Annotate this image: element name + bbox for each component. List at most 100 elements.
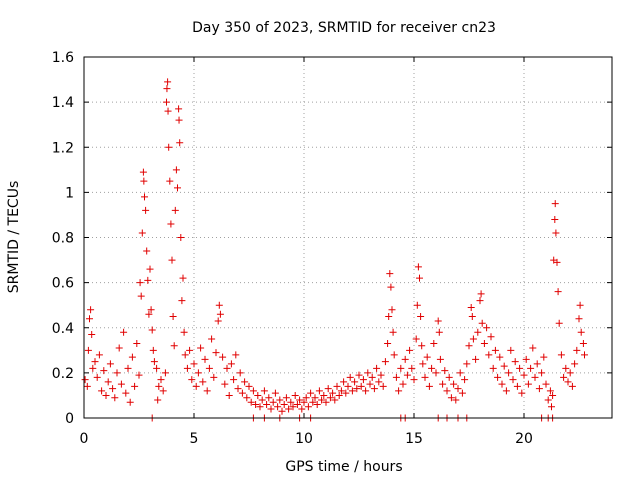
data-point-marker xyxy=(375,378,383,386)
plot-frame xyxy=(83,56,613,419)
data-point-marker xyxy=(164,78,172,86)
x-tick-label: 15 xyxy=(405,431,423,447)
data-point-marker xyxy=(179,274,187,282)
data-point-marker xyxy=(500,362,508,370)
data-point-marker xyxy=(315,387,323,395)
data-point-marker xyxy=(392,373,400,381)
grid-lines xyxy=(84,57,612,418)
data-point-marker xyxy=(357,382,365,390)
data-point-marker xyxy=(86,315,93,323)
data-point-marker xyxy=(258,396,266,404)
data-point-marker xyxy=(95,351,103,359)
y-tick-labels: 0 0.2 0.4 0.6 0.8 1 1.2 1.4 1.6 xyxy=(52,50,74,427)
data-point-marker xyxy=(136,279,144,287)
data-point-marker xyxy=(340,378,348,386)
data-point-marker xyxy=(203,387,211,395)
data-point-marker xyxy=(145,310,153,318)
data-point-marker xyxy=(287,398,295,406)
data-point-marker xyxy=(307,389,315,397)
data-point-marker xyxy=(175,105,183,113)
data-point-marker xyxy=(241,378,249,386)
data-point-marker xyxy=(89,364,97,372)
data-point-marker xyxy=(564,378,572,386)
data-point-marker xyxy=(247,398,255,406)
data-point-marker xyxy=(282,394,290,402)
data-point-marker xyxy=(373,364,381,372)
data-point-marker xyxy=(436,355,444,363)
data-point-marker xyxy=(243,394,251,402)
data-point-marker xyxy=(93,373,101,381)
data-point-marker xyxy=(285,405,293,413)
data-point-marker xyxy=(408,364,416,372)
data-point-marker xyxy=(469,335,477,343)
data-point-marker xyxy=(271,389,279,397)
data-point-marker xyxy=(406,346,414,354)
data-point-marker xyxy=(477,290,485,298)
data-point-marker xyxy=(168,256,176,264)
data-point-marker xyxy=(443,387,451,395)
data-point-marker xyxy=(276,396,284,404)
data-point-marker xyxy=(324,385,332,393)
data-point-marker xyxy=(435,328,443,336)
data-point-marker xyxy=(389,328,397,336)
data-point-marker xyxy=(153,364,161,372)
data-point-marker xyxy=(485,351,493,359)
data-point-marker xyxy=(150,358,158,366)
data-point-marker xyxy=(428,364,436,372)
data-point-marker xyxy=(109,385,117,393)
data-point-marker xyxy=(355,371,363,379)
data-point-marker xyxy=(445,373,453,381)
data-point-marker xyxy=(236,369,244,377)
data-point-marker xyxy=(278,407,286,415)
data-point-marker xyxy=(293,400,301,408)
data-point-marker xyxy=(115,344,123,352)
data-point-marker xyxy=(555,319,563,327)
data-point-marker xyxy=(381,358,389,366)
data-point-marker xyxy=(124,364,132,372)
y-tick-label: 0 xyxy=(65,411,74,427)
data-point-marker xyxy=(581,351,588,359)
data-point-marker xyxy=(520,371,528,379)
data-point-marker xyxy=(144,276,152,284)
data-point-marker xyxy=(212,349,220,357)
data-point-marker xyxy=(551,215,559,223)
data-point-marker xyxy=(333,382,341,390)
data-point-marker xyxy=(205,364,213,372)
data-point-marker xyxy=(452,396,460,404)
data-point-marker xyxy=(557,351,565,359)
data-point-marker xyxy=(571,360,579,368)
data-point-marker xyxy=(480,340,488,348)
data-point-marker xyxy=(216,310,224,318)
data-point-marker xyxy=(399,380,407,388)
data-point-marker xyxy=(489,364,497,372)
y-tick-label: 1.2 xyxy=(52,140,74,156)
data-point-marker xyxy=(91,358,99,366)
data-point-marker xyxy=(546,387,554,395)
data-point-marker xyxy=(362,387,370,395)
data-point-marker xyxy=(126,398,134,406)
data-point-marker xyxy=(172,166,180,174)
y-tick-label: 0.2 xyxy=(52,366,74,382)
data-point-marker xyxy=(560,373,568,381)
data-point-marker xyxy=(164,107,172,115)
data-point-marker xyxy=(430,340,438,348)
data-point-marker xyxy=(529,344,537,352)
data-point-marker xyxy=(554,288,562,296)
data-point-marker xyxy=(192,382,200,390)
data-point-marker xyxy=(188,376,196,384)
data-point-marker xyxy=(368,373,376,381)
data-point-marker xyxy=(166,177,174,185)
data-point-marker xyxy=(416,274,423,282)
data-point-marker xyxy=(174,184,181,192)
data-point-marker xyxy=(289,403,297,411)
data-point-marker xyxy=(423,353,431,361)
data-point-marker xyxy=(219,353,227,361)
data-point-marker xyxy=(472,355,480,363)
data-point-marker xyxy=(491,346,499,354)
data-point-marker xyxy=(551,200,559,208)
data-point-marker xyxy=(410,376,418,384)
data-point-marker xyxy=(342,389,350,397)
data-point-marker xyxy=(454,385,462,393)
data-point-marker xyxy=(138,229,146,237)
